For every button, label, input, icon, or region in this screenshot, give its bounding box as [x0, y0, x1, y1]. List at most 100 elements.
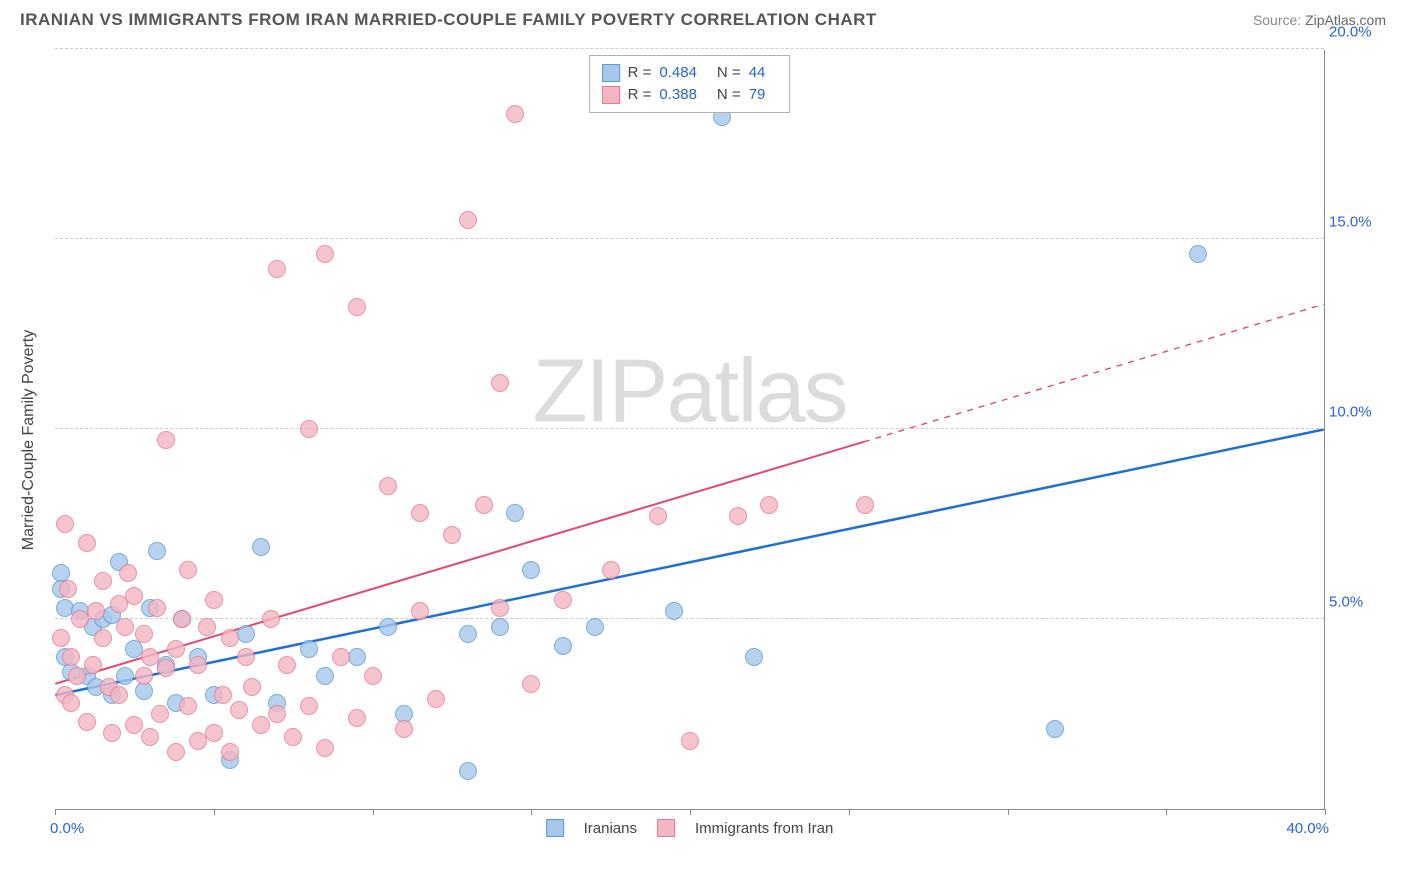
data-point [459, 762, 477, 780]
data-point [243, 678, 261, 696]
legend-row: R = 0.484 N = 44 [602, 62, 778, 84]
data-point [1189, 245, 1207, 263]
chart-title: IRANIAN VS IMMIGRANTS FROM IRAN MARRIED-… [20, 10, 877, 30]
data-point [125, 587, 143, 605]
gridline [55, 618, 1324, 619]
data-point [491, 599, 509, 617]
data-point [237, 625, 255, 643]
data-point [459, 211, 477, 229]
data-point [300, 697, 318, 715]
data-point [262, 610, 280, 628]
x-tick [849, 809, 850, 815]
data-point [649, 507, 667, 525]
data-point [379, 618, 397, 636]
data-point [300, 640, 318, 658]
data-point [119, 564, 137, 582]
data-point [205, 724, 223, 742]
data-point [157, 659, 175, 677]
data-point [364, 667, 382, 685]
data-point [151, 705, 169, 723]
data-point [602, 561, 620, 579]
data-point [348, 709, 366, 727]
data-point [52, 629, 70, 647]
data-point [148, 542, 166, 560]
data-point [148, 599, 166, 617]
legend-label: Iranians [584, 820, 637, 837]
data-point [68, 667, 86, 685]
data-point [554, 637, 572, 655]
data-point [135, 667, 153, 685]
data-point [745, 648, 763, 666]
data-point [179, 561, 197, 579]
data-point [348, 648, 366, 666]
data-point [237, 648, 255, 666]
data-point [348, 298, 366, 316]
data-point [221, 743, 239, 761]
data-point [141, 648, 159, 666]
data-point [268, 705, 286, 723]
data-point [665, 602, 683, 620]
x-tick [55, 809, 56, 815]
data-point [554, 591, 572, 609]
x-tick [214, 809, 215, 815]
data-point [179, 697, 197, 715]
data-point [205, 591, 223, 609]
data-point [116, 667, 134, 685]
correlation-legend: R = 0.484 N = 44 R = 0.388 N = 79 [589, 55, 791, 113]
gridline [55, 238, 1324, 239]
legend-swatch [546, 819, 564, 837]
data-point [116, 618, 134, 636]
x-tick [1166, 809, 1167, 815]
data-point [135, 625, 153, 643]
data-point [284, 728, 302, 746]
data-point [125, 716, 143, 734]
r-value: 0.388 [659, 84, 697, 106]
x-axis-end-label: 40.0% [1286, 820, 1329, 837]
x-tick [1325, 809, 1326, 815]
series-legend: Iranians Immigrants from Iran [546, 819, 834, 837]
legend-row: R = 0.388 N = 79 [602, 84, 778, 106]
data-point [173, 610, 191, 628]
data-point [167, 640, 185, 658]
data-point [427, 690, 445, 708]
data-point [110, 686, 128, 704]
data-point [586, 618, 604, 636]
data-point [87, 602, 105, 620]
data-point [856, 496, 874, 514]
data-point [103, 724, 121, 742]
legend-swatch [657, 819, 675, 837]
data-point [230, 701, 248, 719]
data-point [459, 625, 477, 643]
data-point [475, 496, 493, 514]
y-tick-label: 10.0% [1329, 404, 1384, 421]
data-point [332, 648, 350, 666]
data-point [411, 602, 429, 620]
data-point [268, 260, 286, 278]
data-point [278, 656, 296, 674]
data-point [316, 245, 334, 263]
n-value: 44 [749, 62, 766, 84]
chart-plot-area: ZIPatlas R = 0.484 N = 44 R = 0.388 N = … [55, 50, 1325, 810]
gridline [55, 48, 1324, 49]
data-point [491, 618, 509, 636]
data-point [94, 629, 112, 647]
y-tick-label: 5.0% [1329, 594, 1384, 611]
data-point [78, 534, 96, 552]
data-point [522, 561, 540, 579]
data-point [252, 538, 270, 556]
x-tick [531, 809, 532, 815]
legend-swatch [602, 86, 620, 104]
data-point [443, 526, 461, 544]
data-point [84, 656, 102, 674]
data-point [316, 739, 334, 757]
data-point [522, 675, 540, 693]
data-point [300, 420, 318, 438]
data-point [729, 507, 747, 525]
data-point [56, 515, 74, 533]
data-point [379, 477, 397, 495]
data-point [59, 580, 77, 598]
y-tick-label: 20.0% [1329, 24, 1384, 41]
x-axis-start-label: 0.0% [50, 820, 84, 837]
r-value: 0.484 [659, 62, 697, 84]
regression-lines [55, 50, 1324, 809]
